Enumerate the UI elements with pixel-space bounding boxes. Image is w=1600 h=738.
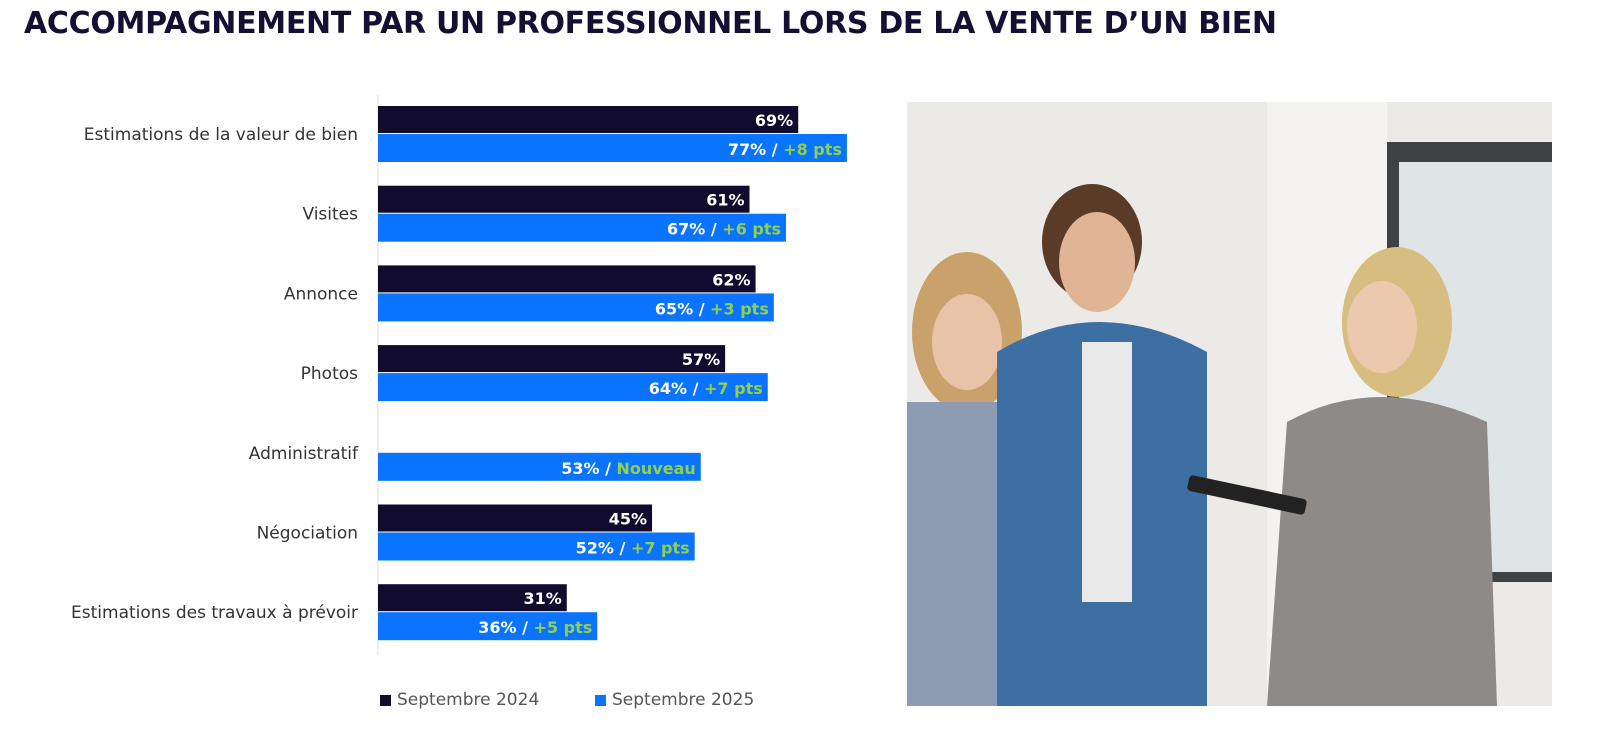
data-label-2025: 77% / +8 pts <box>728 140 842 159</box>
bar-2024 <box>378 345 726 373</box>
data-label-2024: 31% <box>523 589 561 608</box>
data-label-2025: 36% / +5 pts <box>478 618 592 637</box>
bar-2024 <box>378 185 750 213</box>
category-label: Administratif <box>249 444 359 464</box>
evolution-label: +7 pts <box>631 539 690 558</box>
evolution-label: Nouveau <box>617 459 696 478</box>
data-label-2024: 45% <box>609 510 647 529</box>
category-label: Négociation <box>257 524 358 544</box>
data-label-2024: 69% <box>755 111 793 130</box>
photo-people-icon <box>907 102 1552 706</box>
data-label-2024: 62% <box>712 270 750 289</box>
data-label-2025: 53% / Nouveau <box>561 459 696 478</box>
evolution-label: +7 pts <box>704 379 763 398</box>
bar-2024 <box>378 504 653 532</box>
evolution-label: +3 pts <box>710 299 769 318</box>
bar-2025 <box>378 612 598 641</box>
bar-2024 <box>378 584 567 612</box>
bar-2025 <box>378 293 774 322</box>
category-label: Estimations de la valeur de bien <box>84 125 358 145</box>
bar-2025 <box>378 532 695 561</box>
data-label-2025: 67% / +6 pts <box>667 220 781 239</box>
bar-2025 <box>378 134 847 162</box>
category-label: Visites <box>302 205 358 225</box>
page-title: ACCOMPAGNEMENT PAR UN PROFESSIONNEL LORS… <box>24 6 1277 41</box>
data-label-2024: 61% <box>706 191 744 210</box>
data-label-2025: 64% / +7 pts <box>649 379 763 398</box>
category-label: Estimations des travaux à prévoir <box>71 603 358 623</box>
bar-2025 <box>378 373 768 402</box>
legend-swatch <box>380 694 391 706</box>
legend-item-2025: Septembre 2025 <box>595 690 754 710</box>
category-label: Photos <box>301 364 358 384</box>
legend-item-2024: Septembre 2024 <box>380 690 539 710</box>
evolution-label: +8 pts <box>783 140 842 159</box>
evolution-label: +5 pts <box>534 618 593 637</box>
data-label-2025: 52% / +7 pts <box>576 539 690 558</box>
bar-2024 <box>378 106 799 133</box>
legend-label: Septembre 2024 <box>397 690 540 710</box>
data-label-2024: 57% <box>682 350 720 369</box>
legend-swatch <box>595 694 606 706</box>
bar-2024 <box>378 265 756 293</box>
data-label-2025: 65% / +3 pts <box>655 299 769 318</box>
bar-2025 <box>378 213 787 242</box>
bar-chart: Estimations de la valeur de bien 69% 77% /… <box>71 95 847 655</box>
legend-label: Septembre 2025 <box>612 690 755 710</box>
category-label: Annonce <box>284 284 358 304</box>
bar-2025 <box>378 452 701 481</box>
evolution-label: +6 pts <box>722 220 781 239</box>
